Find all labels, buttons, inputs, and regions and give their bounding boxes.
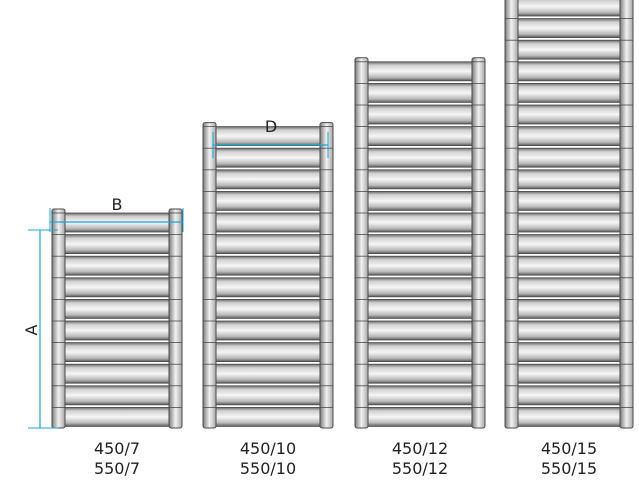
radiator-3-bar	[361, 363, 479, 384]
radiator-4-bar	[511, 298, 627, 319]
radiator-2-bar	[209, 169, 327, 190]
dimension-b-label: B	[112, 195, 123, 214]
dimension-a: A	[22, 229, 58, 429]
radiator-3-bar	[361, 126, 479, 146]
radiator-2	[202, 122, 334, 429]
radiator-2-bar	[209, 277, 327, 298]
radiator-2-right-post	[319, 122, 334, 429]
radiator-1-bar	[58, 342, 176, 363]
radiator-4-bar	[511, 320, 627, 341]
radiator-2-bar	[209, 190, 327, 211]
radiator-3-bar	[361, 83, 479, 103]
radiator-3-bar	[361, 212, 479, 233]
radiator-3-bar	[361, 277, 479, 298]
radiator-2-bar	[209, 255, 327, 276]
radiator-3-right-post	[471, 57, 486, 429]
radiator-1-right-post	[168, 208, 183, 429]
radiator-3-bar	[361, 147, 479, 168]
radiator-4-bar	[511, 0, 627, 17]
radiator-3-bar	[361, 255, 479, 276]
radiator-2-left-post	[202, 122, 217, 429]
radiator-1-bar	[58, 277, 176, 298]
model-1-caption-line2: 550/7	[94, 459, 140, 478]
radiator-3-bar	[361, 104, 479, 125]
radiator-2-bar	[209, 363, 327, 384]
radiator-3-bar	[361, 190, 479, 211]
radiator-3-bar	[361, 320, 479, 341]
radiator-2-bar	[209, 385, 327, 406]
radiator-1-bar	[58, 385, 176, 406]
radiator-2-bar	[209, 320, 327, 341]
radiator-3-left-post	[354, 57, 369, 429]
radiator-4-bar	[511, 255, 627, 276]
radiator-2-bar	[209, 342, 327, 363]
radiator-3	[354, 57, 486, 429]
radiator-4-bar	[511, 61, 627, 82]
radiator-2-bar	[209, 406, 327, 427]
radiator-4-bar	[511, 406, 627, 427]
radiator-4-bar	[511, 169, 627, 190]
radiator-3-bar	[361, 298, 479, 319]
radiator-3-bar	[361, 61, 479, 82]
radiator-1-left-post	[51, 208, 66, 429]
radiator-2-bar	[209, 147, 327, 168]
model-1-caption-line1: 450/7	[94, 439, 140, 458]
radiator-2-bar	[209, 212, 327, 233]
radiator-4-bar	[511, 83, 627, 103]
model-2-caption-line2: 550/10	[240, 459, 296, 478]
radiator-4-bar	[511, 18, 627, 39]
radiator-1-bar	[58, 298, 176, 319]
model-3-caption-line2: 550/12	[392, 459, 448, 478]
radiator-3-bar	[361, 406, 479, 427]
radiator-4-bar	[511, 126, 627, 146]
model-4-caption-line1: 450/15	[541, 439, 597, 458]
radiator-1-bar	[58, 255, 176, 276]
radiator-4-bar	[511, 363, 627, 384]
radiator-4	[504, 0, 634, 429]
radiator-1	[51, 208, 183, 429]
radiator-4-bar	[511, 234, 627, 255]
radiator-3-bar	[361, 342, 479, 363]
dimension-d-label: D	[265, 117, 277, 136]
radiator-4-bar	[511, 104, 627, 125]
radiator-2-bar	[209, 234, 327, 255]
radiator-4-bar	[511, 39, 627, 60]
dimension-a-label: A	[22, 324, 41, 335]
dimension-b: B	[49, 195, 184, 232]
radiator-4-bar	[511, 190, 627, 211]
radiator-1-bar	[58, 234, 176, 255]
radiator-2-bar	[209, 298, 327, 319]
dimension-d: D	[212, 117, 329, 158]
radiator-4-bar	[511, 385, 627, 406]
radiator-4-bar	[511, 342, 627, 363]
radiator-1-bar	[58, 363, 176, 384]
radiator-4-bar	[511, 212, 627, 233]
radiator-3-bar	[361, 234, 479, 255]
radiator-4-bar	[511, 147, 627, 168]
radiator-4-bar	[511, 277, 627, 298]
radiator-3-bar	[361, 169, 479, 190]
radiator-1-bar	[58, 320, 176, 341]
model-2-caption-line1: 450/10	[240, 439, 296, 458]
radiator-3-bar	[361, 385, 479, 406]
model-3-caption-line1: 450/12	[392, 439, 448, 458]
model-4-caption-line2: 550/15	[541, 459, 597, 478]
model-captions: 450/7 550/7 450/10 550/10 450/12 550/12 …	[94, 439, 597, 478]
radiator-1-bar	[58, 406, 176, 427]
